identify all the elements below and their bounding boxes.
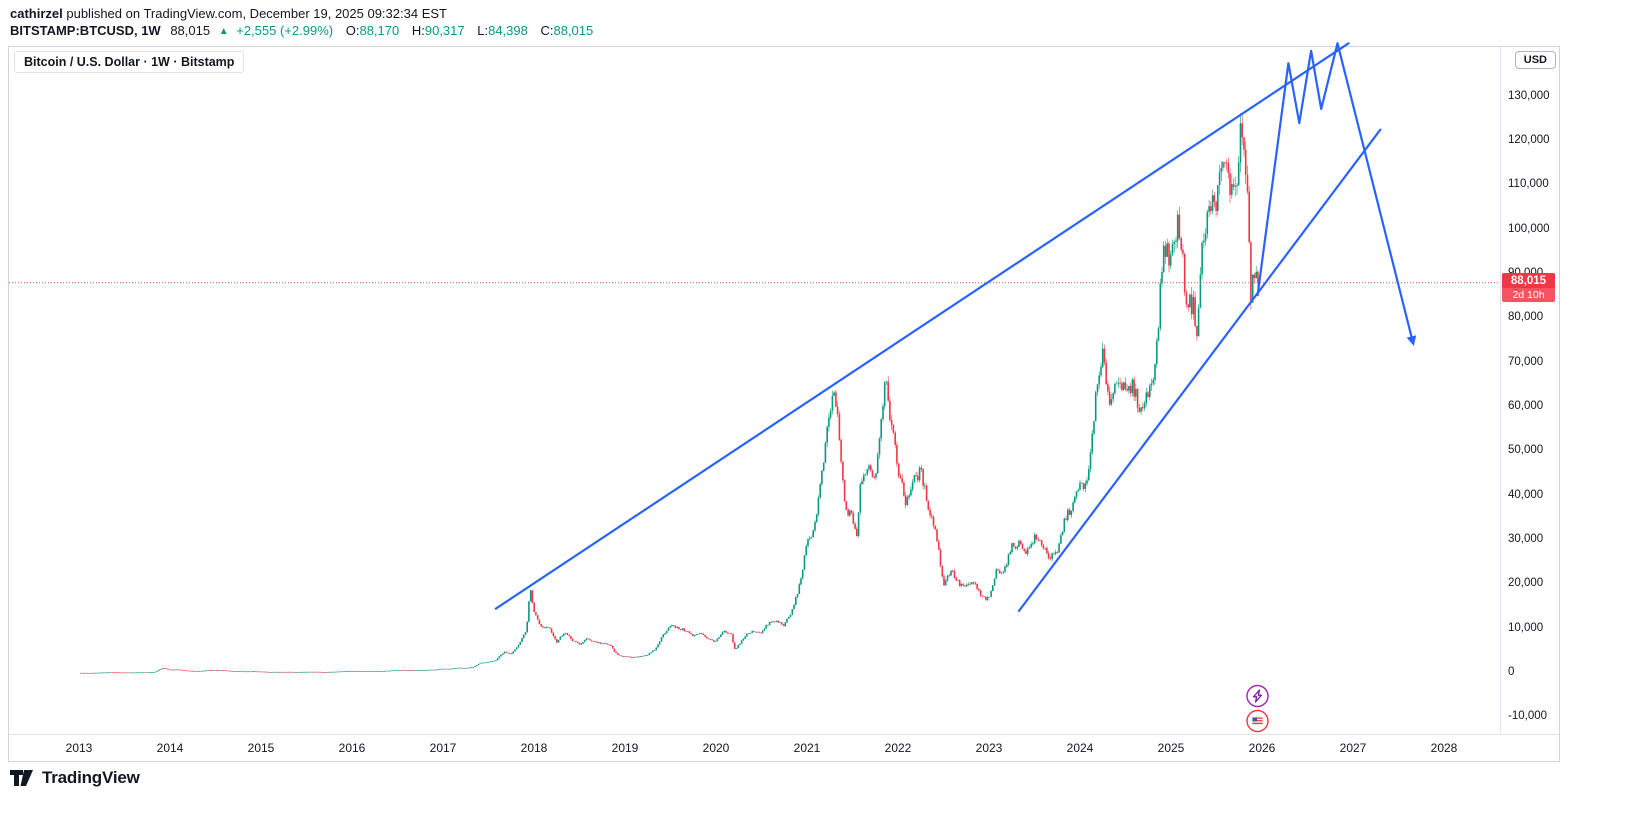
time-tick-label: 2028 (1430, 741, 1458, 755)
price-tick-label: 10,000 (1508, 621, 1544, 634)
close-label: C: (540, 23, 554, 38)
brand-name[interactable]: TradingView (42, 768, 140, 787)
price-tick-label: 30,000 (1508, 533, 1544, 545)
time-tick-label: 2016 (338, 741, 366, 755)
price-tick-label: 100,000 (1508, 222, 1550, 235)
open-value: 88,170 (359, 23, 400, 38)
upper-trendline[interactable] (494, 42, 1350, 610)
publish-info: published on TradingView.com, December 1… (62, 6, 447, 21)
last-price-value: 88,015 (170, 23, 211, 38)
price-tick-label: 70,000 (1508, 355, 1544, 368)
price-tick-label: 80,000 (1508, 311, 1544, 324)
high-value: 90,317 (424, 23, 465, 38)
last-price-badge: 88,015 2d 10h (1502, 272, 1555, 302)
low-label: L: (477, 23, 489, 38)
lower-trendline[interactable] (1017, 128, 1382, 613)
price-tick-label: -10,000 (1508, 710, 1548, 723)
open-label: O: (345, 23, 360, 38)
up-arrow-icon: ▲ (218, 26, 229, 37)
price-tick-label: 60,000 (1508, 399, 1544, 412)
time-tick-label: 2023 (975, 741, 1003, 755)
time-tick-label: 2017 (429, 741, 457, 755)
close-value: 88,015 (553, 23, 594, 38)
time-axis[interactable]: 2013 2014 2015 2016 2017 2018 2019 2020 2021 2022… (9, 734, 1559, 762)
symbol-name: BITSTAMP:BTCUSD, 1W (10, 23, 161, 38)
price-change: +2,555 (+2.99%) (236, 23, 334, 38)
candlestick-chart[interactable] (9, 42, 1500, 734)
time-tick-label: 2025 (1157, 741, 1185, 755)
event-marker-lightning-icon[interactable] (1246, 684, 1269, 708)
bar-countdown: 2d 10h (1502, 287, 1555, 302)
forecast-zigzag-arrow[interactable] (1256, 42, 1417, 346)
event-marker-us-flag-icon[interactable] (1246, 709, 1269, 733)
symbol-info-bar: BITSTAMP:BTCUSD, 1W 88,015 ▲ +2,555 (+2.… (10, 23, 593, 38)
time-tick-label: 2026 (1248, 741, 1276, 755)
currency-button[interactable]: USD (1514, 51, 1556, 69)
price-tick-label: 40,000 (1508, 488, 1544, 501)
time-tick-label: 2021 (793, 741, 821, 755)
price-tick-label: 20,000 (1508, 577, 1544, 590)
time-tick-label: 2018 (520, 741, 548, 755)
tradingview-logo-icon[interactable] (10, 767, 36, 789)
price-tick-label: 0 (1508, 666, 1515, 678)
price-tick-label: 130,000 (1508, 89, 1550, 102)
time-tick-label: 2027 (1339, 741, 1367, 755)
last-price-label: 88,015 (1502, 272, 1555, 288)
chart-legend: Bitcoin / U.S. Dollar · 1W · Bitstamp (14, 51, 245, 73)
price-tick-label: 50,000 (1508, 444, 1544, 457)
time-tick-label: 2022 (884, 741, 912, 755)
low-value: 84,398 (488, 23, 528, 38)
high-label: H: (411, 23, 425, 38)
chart-area[interactable]: Bitcoin / U.S. Dollar · 1W · Bitstamp US… (8, 42, 1560, 762)
footer: TradingView (10, 767, 140, 789)
price-axis[interactable]: 130,000120,000110,000100,00090,00080,000… (1500, 47, 1560, 734)
time-tick-label: 2013 (65, 741, 93, 755)
publish-line: cathirzel published on TradingView.com, … (10, 6, 447, 21)
time-tick-label: 2024 (1066, 741, 1094, 755)
author-name: cathirzel (10, 6, 63, 21)
time-tick-label: 2020 (702, 741, 730, 755)
time-tick-label: 2019 (611, 741, 639, 755)
price-tick-label: 110,000 (1508, 178, 1549, 191)
time-tick-label: 2015 (247, 741, 275, 755)
price-tick-label: 120,000 (1508, 133, 1550, 146)
time-tick-label: 2014 (156, 741, 184, 755)
